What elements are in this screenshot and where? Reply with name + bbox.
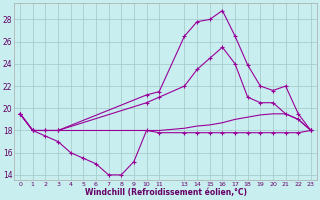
X-axis label: Windchill (Refroidissement éolien,°C): Windchill (Refroidissement éolien,°C) bbox=[84, 188, 246, 197]
